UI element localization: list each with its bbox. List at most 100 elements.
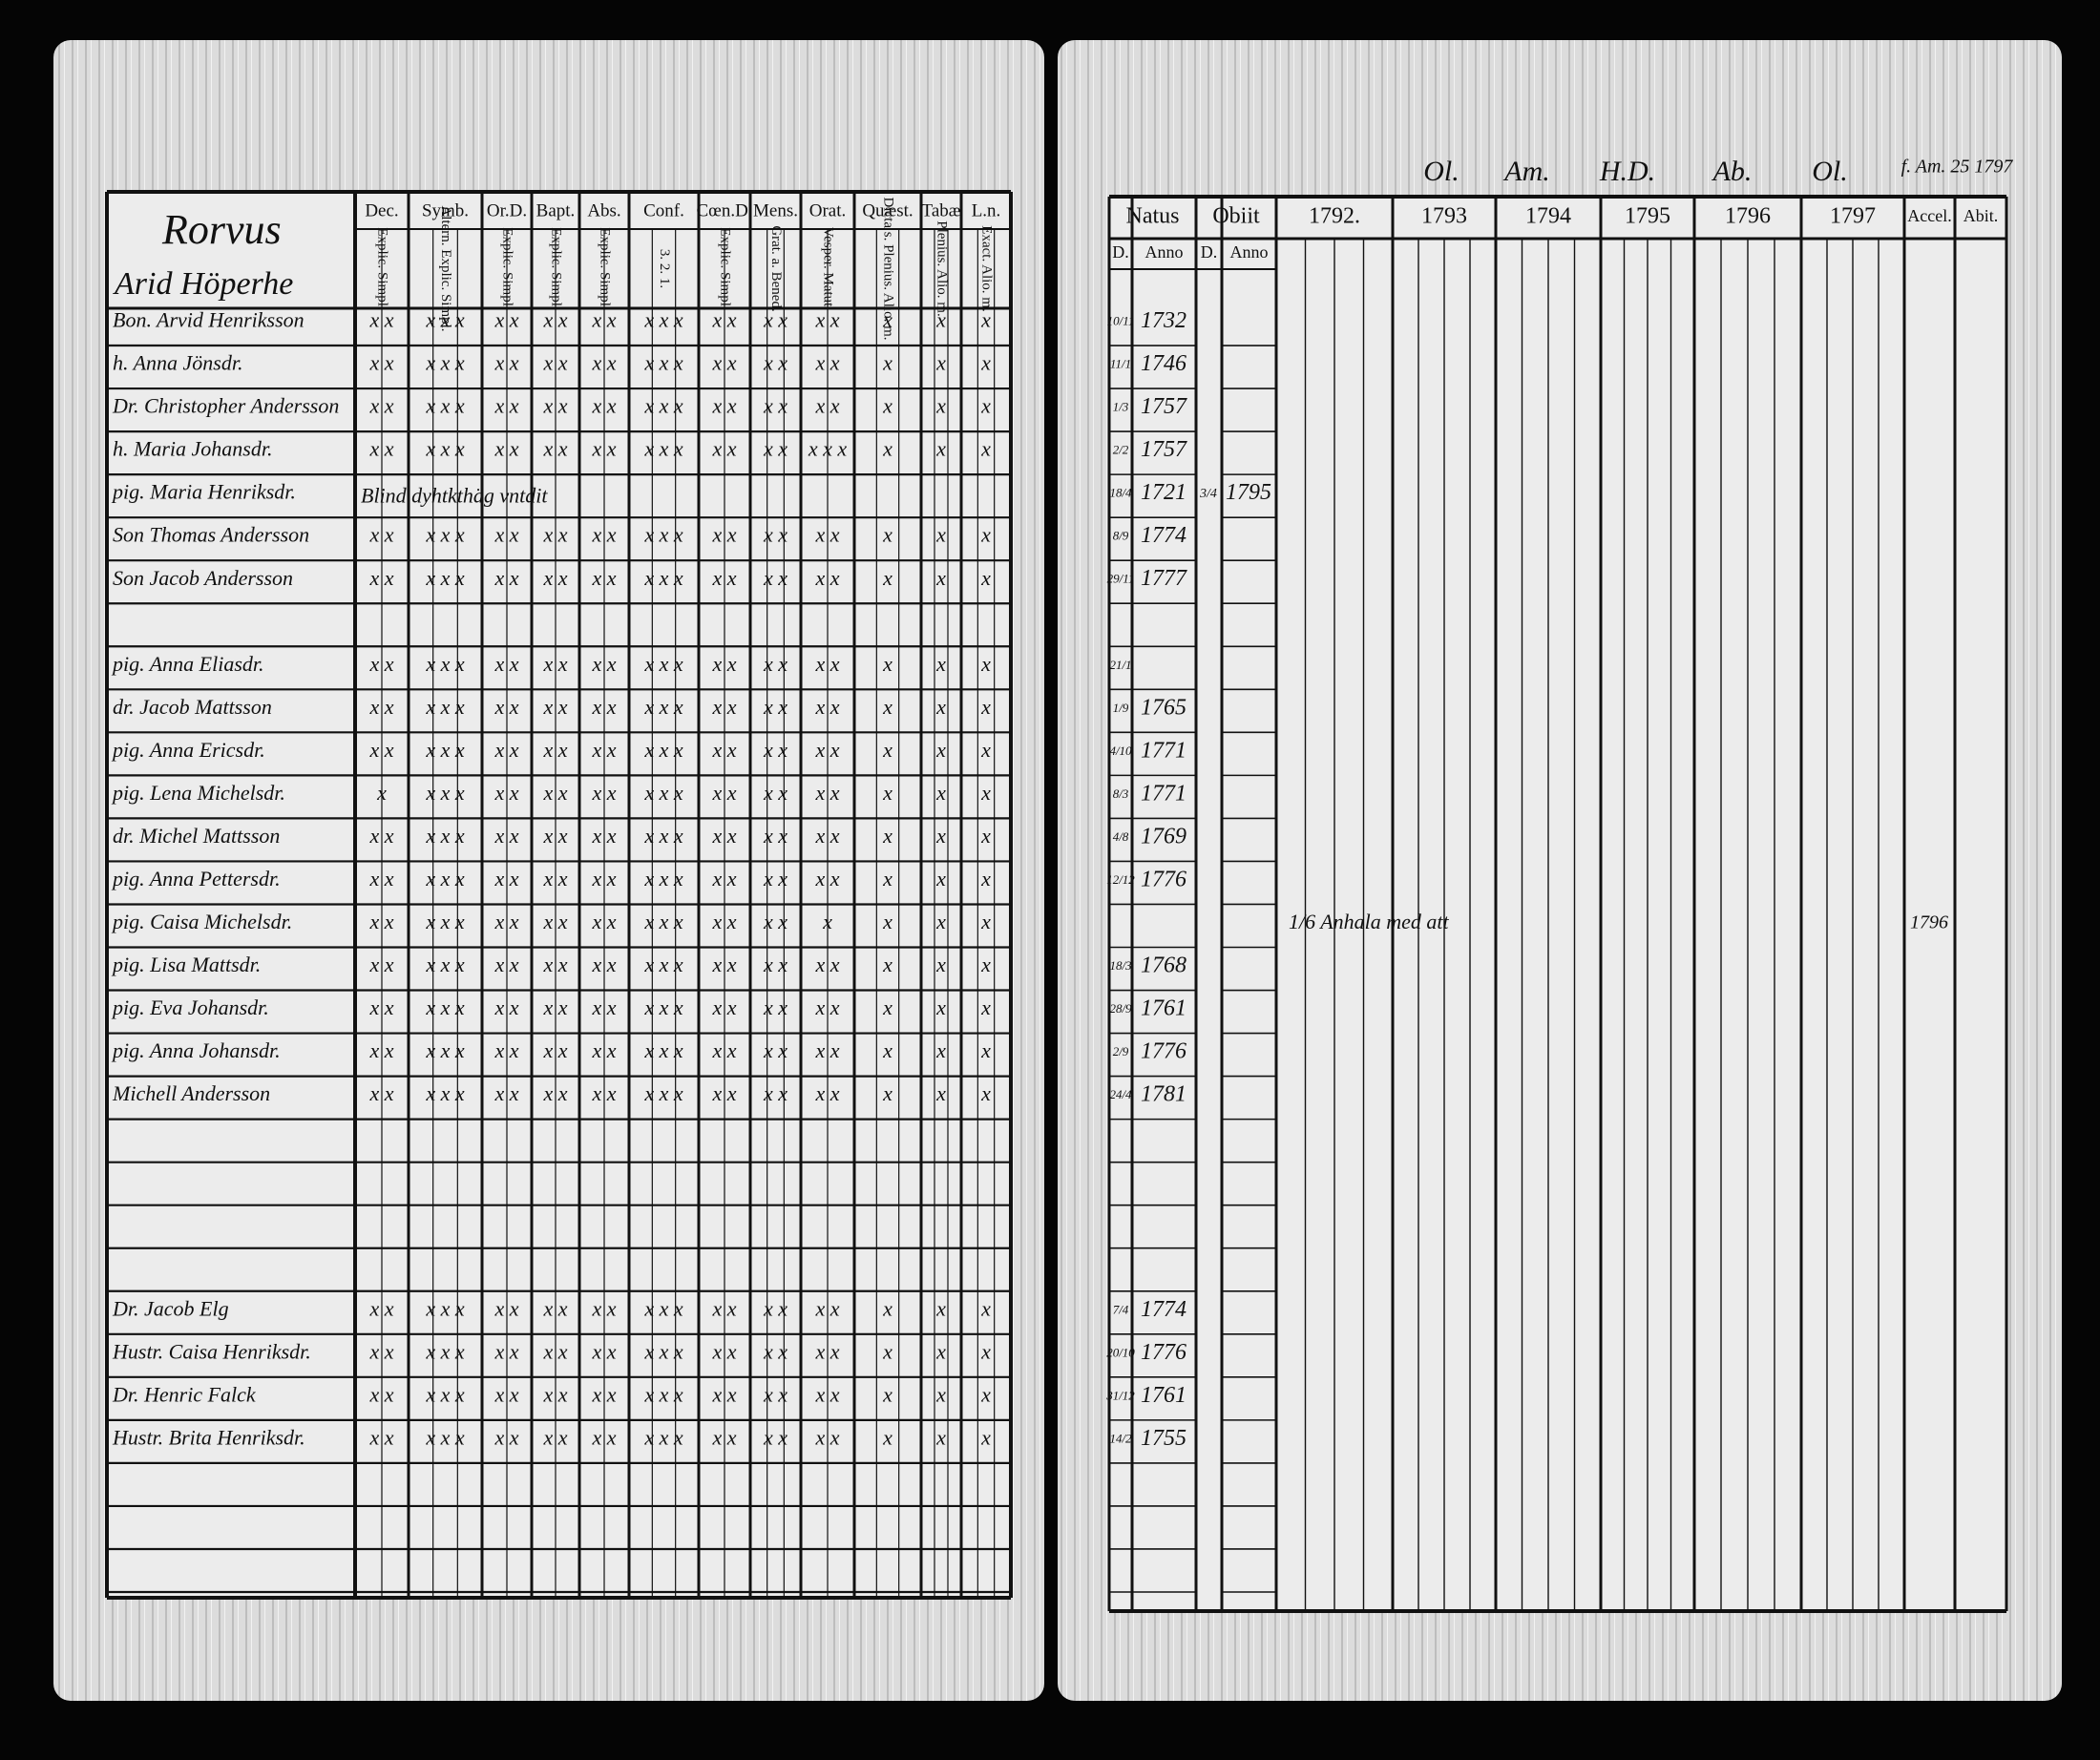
exam-mark: x x [763,351,788,375]
column-subhead: Explic. Simpl. [500,227,515,309]
person-name: pig. Caisa Michelsdr. [111,910,292,933]
exam-mark: x x [763,437,788,461]
exam-mark: x x [763,738,788,762]
exam-mark: x x [814,995,839,1019]
exam-mark: x x [494,394,518,418]
exam-mark: x x [368,652,393,676]
exam-mark: x x [763,1081,788,1105]
birth-year: 1768 [1141,953,1186,978]
exam-mark: x x [711,1296,736,1320]
column-head: 1796 [1725,204,1771,229]
exam-mark: x [882,652,892,676]
exam-mark: x [935,1382,946,1406]
birth-year: 1757 [1141,394,1187,419]
exam-mark: x x [494,1038,518,1062]
annotation: H.D. [1599,156,1655,187]
exam-mark: x [980,995,991,1019]
exam-mark: x x x [643,781,683,805]
person-name: pig. Lisa Mattsdr. [111,953,261,976]
exam-mark: x x [763,394,788,418]
column-subhead: Altern. Explic. Simpl. [438,205,453,331]
exam-mark: x x [494,1339,518,1363]
exam-mark: x x [814,867,839,890]
birth-day: 10/11 [1107,314,1135,328]
exam-mark: x x [711,566,736,590]
exam-mark: x x [763,995,788,1019]
exam-mark: x x [711,652,736,676]
column-subhead: Explic. Simpl. [375,227,390,309]
exam-mark: x x [494,437,518,461]
household-title: Arid Höperhe [113,266,293,302]
exam-mark: x [980,523,991,547]
exam-mark: x x [591,824,616,848]
column-subhead: Vesper. Matut. [821,227,836,310]
exam-mark: x x [814,652,839,676]
exam-mark: x x [368,695,393,719]
exam-mark: x x [763,523,788,547]
exam-mark: x x [814,1339,839,1363]
annotation: Ol. [1423,156,1460,187]
exam-mark: x [935,867,946,890]
exam-mark: x x [711,1425,736,1449]
exam-mark: x x [763,824,788,848]
exam-mark: x x x [643,1382,683,1406]
exam-mark: x x [711,308,736,332]
column-head: Obiit [1212,204,1260,229]
exam-mark: x [935,738,946,762]
exam-mark: x [882,1081,892,1105]
exam-mark: x x x [643,738,683,762]
exam-mark: x [980,953,991,976]
exam-mark: x x [711,523,736,547]
exam-mark: x [980,652,991,676]
person-name: Michell Andersson [112,1081,270,1105]
person-name: h. Maria Johansdr. [113,437,272,461]
birth-year: 1757 [1141,437,1187,462]
exam-mark: x x [711,867,736,890]
birth-day: 28/9 [1109,1001,1132,1016]
exam-mark: x x [814,351,839,375]
exam-mark: x x [814,566,839,590]
exam-mark: x [980,394,991,418]
birth-day: 2/9 [1113,1044,1129,1058]
column-head: 1795 [1625,204,1670,229]
exam-mark: x x x [643,695,683,719]
column-subhead: Exact. Alio. m. [979,225,995,311]
exam-mark: x x [542,437,567,461]
exam-mark: x [882,824,892,848]
exam-mark: x x x [643,1296,683,1320]
exam-mark: x [882,308,892,332]
annotation: Am. [1502,156,1550,187]
exam-mark: x x [494,351,518,375]
exam-mark: x x [494,738,518,762]
exam-mark: x x [591,1425,616,1449]
exam-mark: x x [494,1296,518,1320]
person-name: pig. Anna Ericsdr. [111,738,265,762]
column-head: Dec. [365,200,398,220]
column-head: 1794 [1525,204,1571,229]
exam-mark: x [980,1296,991,1320]
exam-mark: x x x [808,437,848,461]
birth-year: 1776 [1141,867,1186,891]
note: 1/6 Anhala med att [1289,910,1450,933]
exam-mark: x [882,953,892,976]
exam-mark: x x [814,695,839,719]
exam-mark: x x [368,351,393,375]
exam-mark: x [935,695,946,719]
exam-mark: x x [711,351,736,375]
exam-mark: x x [542,910,567,933]
column-subhead: D. [1112,242,1129,262]
exam-mark: x x [542,1425,567,1449]
exam-mark: x x x [643,953,683,976]
exam-mark: x x [711,1339,736,1363]
death-year: 1795 [1226,480,1271,505]
exam-mark: x x x [425,824,465,848]
person-name: pig. Maria Henriksdr. [111,480,296,504]
exam-mark: x x x [643,437,683,461]
exam-mark: x x [542,695,567,719]
parish-title: Rorvus [161,206,282,253]
exam-mark: x x [763,1296,788,1320]
person-name: Hustr. Caisa Henriksdr. [112,1339,311,1363]
exam-mark: x [935,308,946,332]
exam-mark: x x [763,566,788,590]
